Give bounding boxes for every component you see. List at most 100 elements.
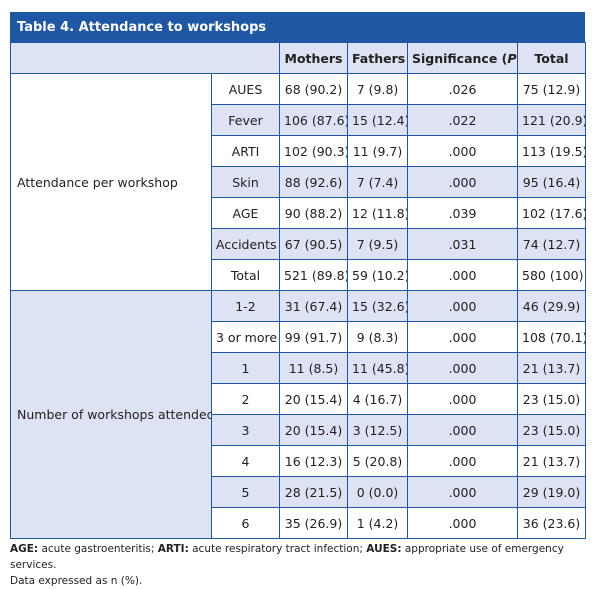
cell: 68 (90.2)	[279, 73, 348, 105]
cell: 0 (0.0)	[347, 476, 408, 508]
cell: .000	[407, 507, 518, 539]
row-label: AGE	[211, 197, 280, 229]
cell: 7 (9.8)	[347, 73, 408, 105]
table-row: Skin 88 (92.6) 7 (7.4) .000 95 (16.4)	[11, 166, 586, 198]
abbr-term: AGE:	[10, 543, 39, 555]
cell: .000	[407, 259, 518, 291]
cell: 1 (4.2)	[347, 507, 408, 539]
row-label: Skin	[211, 166, 280, 198]
table-body: Attendance per workshop AUES 68 (90.2) 7 (9…	[10, 73, 586, 539]
table-container: Table 4. Attendance to workshops Mothers…	[10, 12, 586, 539]
row-label: ARTI	[211, 135, 280, 167]
cell: .026	[407, 73, 518, 105]
row-label: 3	[211, 414, 280, 446]
cell: 15 (12.4)	[347, 104, 408, 136]
header-cell: Mothers	[279, 42, 348, 74]
cell: 4 (16.7)	[347, 383, 408, 415]
cell: 9 (8.3)	[347, 321, 408, 353]
cell: 75 (12.9)	[517, 73, 586, 105]
cell: 23 (15.0)	[517, 414, 586, 446]
header-empty	[10, 42, 280, 74]
table-row: AGE 90 (88.2) 12 (11.8) .039 102 (17.6)	[11, 197, 586, 229]
cell: .000	[407, 290, 518, 322]
cell: .000	[407, 166, 518, 198]
cell: 20 (15.4)	[279, 414, 348, 446]
cell: 5 (20.8)	[347, 445, 408, 477]
cell: 23 (15.0)	[517, 383, 586, 415]
cell: 35 (26.9)	[279, 507, 348, 539]
group-label: Attendance per workshop	[10, 73, 212, 291]
row-label: Total	[211, 259, 280, 291]
cell: .031	[407, 228, 518, 260]
cell: 102 (90.3)	[279, 135, 348, 167]
cell: 21 (13.7)	[517, 352, 586, 384]
cell: 106 (87.6)	[279, 104, 348, 136]
cell: 113 (19.5)	[517, 135, 586, 167]
cell: 28 (21.5)	[279, 476, 348, 508]
cell: 7 (9.5)	[347, 228, 408, 260]
cell: .039	[407, 197, 518, 229]
row-label: 5	[211, 476, 280, 508]
abbr-text: acute gastroenteritis;	[41, 543, 155, 555]
abbr-text: acute respiratory tract infection;	[192, 543, 363, 555]
table-row: ARTI 102 (90.3) 11 (9.7) .000 113 (19.5)	[11, 135, 586, 167]
header-text: Significance (	[412, 50, 508, 66]
cell: 11 (45.8)	[347, 352, 408, 384]
cell: 95 (16.4)	[517, 166, 586, 198]
cell: 29 (19.0)	[517, 476, 586, 508]
row-label: AUES	[211, 73, 280, 105]
cell: 16 (12.3)	[279, 445, 348, 477]
cell: .022	[407, 104, 518, 136]
cell: .000	[407, 352, 518, 384]
group-label: Number of workshops attended:	[10, 290, 212, 539]
table-row: 5 28 (21.5) 0 (0.0) .000 29 (19.0)	[11, 476, 586, 508]
table-row: 6 35 (26.9) 1 (4.2) .000 36 (23.6)	[11, 507, 586, 539]
abbr-term: ARTI:	[157, 543, 189, 555]
row-label: 3 or more	[211, 321, 280, 353]
table: Mothers Fathers Significance (P) Total A…	[10, 42, 586, 539]
cell: 59 (10.2)	[347, 259, 408, 291]
cell: 12 (11.8)	[347, 197, 408, 229]
table-row: Fever 106 (87.6) 15 (12.4) .022 121 (20.9)	[11, 104, 586, 136]
table-row: 4 16 (12.3) 5 (20.8) .000 21 (13.7)	[11, 445, 586, 477]
cell: 102 (17.6)	[517, 197, 586, 229]
row-label: Accidents	[211, 228, 280, 260]
cell: 99 (91.7)	[279, 321, 348, 353]
cell: 15 (32.6)	[347, 290, 408, 322]
table-row: Total 521 (89.8) 59 (10.2) .000 580 (100)	[11, 259, 586, 291]
cell: .000	[407, 476, 518, 508]
cell: 36 (23.6)	[517, 507, 586, 539]
header-cell: Fathers	[347, 42, 408, 74]
table-row: Accidents 67 (90.5) 7 (9.5) .031 74 (12.7)	[11, 228, 586, 260]
abbreviations: AGE: acute gastroenteritis; ARTI: acute …	[10, 541, 590, 573]
cell: .000	[407, 135, 518, 167]
cell: 31 (67.4)	[279, 290, 348, 322]
cell: 67 (90.5)	[279, 228, 348, 260]
cell: 21 (13.7)	[517, 445, 586, 477]
abbr-text: appropriate use of emergency services.	[10, 543, 564, 571]
footnote: AGE: acute gastroenteritis; ARTI: acute …	[10, 541, 590, 589]
table-row: Number of workshops attended: 1-2 31 (67.4…	[10, 290, 586, 539]
cell: 90 (88.2)	[279, 197, 348, 229]
cell: 3 (12.5)	[347, 414, 408, 446]
note: Data expressed as n (%).	[10, 575, 143, 587]
header-cell: Total	[517, 42, 586, 74]
cell: 121 (20.9)	[517, 104, 586, 136]
table-title: Table 4. Attendance to workshops	[10, 12, 585, 42]
cell: 88 (92.6)	[279, 166, 348, 198]
row-label: 4	[211, 445, 280, 477]
cell: .000	[407, 321, 518, 353]
table-row: 3 or more 99 (91.7) 9 (8.3) .000 108 (70.1)	[11, 321, 586, 353]
header-text: P	[507, 50, 517, 66]
cell: 11 (9.7)	[347, 135, 408, 167]
cell: .000	[407, 445, 518, 477]
cell: 46 (29.9)	[517, 290, 586, 322]
row-label: Fever	[211, 104, 280, 136]
cell: .000	[407, 414, 518, 446]
row-label: 2	[211, 383, 280, 415]
cell: 7 (7.4)	[347, 166, 408, 198]
row-label: 1-2	[211, 290, 280, 322]
table-row: 3 20 (15.4) 3 (12.5) .000 23 (15.0)	[11, 414, 586, 446]
cell: 20 (15.4)	[279, 383, 348, 415]
